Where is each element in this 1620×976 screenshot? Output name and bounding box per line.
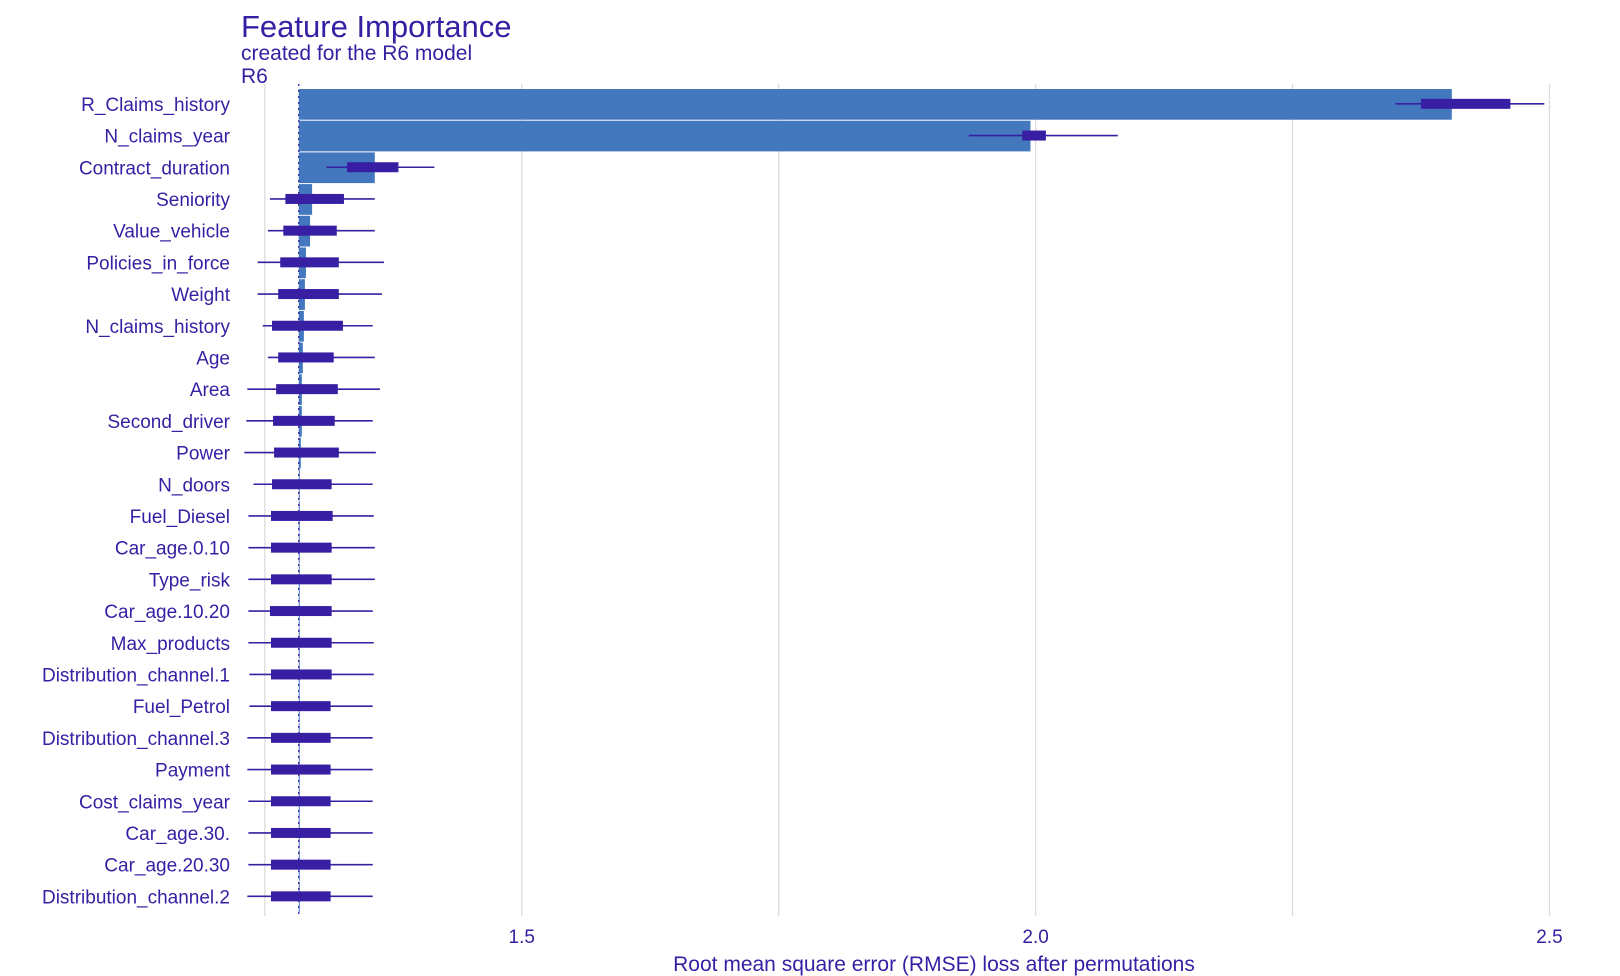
box-N_claims_history [272,320,343,331]
feature-label-Fuel_Petrol: Fuel_Petrol [133,697,230,718]
box-R_Claims_history [1420,98,1511,109]
boxplot-Policies_in_force [257,257,385,268]
boxplot-Payment [247,764,373,775]
box-Distribution_channel.2 [270,891,331,902]
boxplot-Second_driver [246,415,373,426]
boxplot-N_doors [253,479,373,490]
boxplot-Max_products [248,637,374,648]
feature-labels: R_Claims_history N_claims_year Contract_du… [42,95,231,908]
box-Second_driver [273,415,335,426]
boxplot-Car_age.0.10 [248,542,375,553]
box-Value_vehicle [283,225,337,236]
chart-subtitle: created for the R6 model [241,42,472,65]
box-N_claims_year [1022,130,1046,141]
feature-label-Area: Area [190,380,231,401]
boxplot-Type_risk [248,574,375,585]
bar-N_claims_year [298,120,1031,152]
feature-label-Policies_in_force: Policies_in_force [86,253,230,274]
box-Fuel_Petrol [270,701,331,712]
box-Weight [278,289,339,300]
chart-title: Feature Importance [241,9,512,44]
boxplot-Car_age.10.20 [248,606,373,617]
feature-label-R_Claims_history: R_Claims_history [81,95,230,116]
feature-label-Max_products: Max_products [111,634,230,655]
feature-label-Car_age.20.30: Car_age.20.30 [104,856,230,877]
boxplot-Distribution_channel.2 [247,891,373,902]
x-axis-label: Root mean square error (RMSE) loss after… [673,953,1195,976]
x-axis-ticks: 1.5 2.0 2.5 [509,927,1563,948]
feature-label-Fuel_Diesel: Fuel_Diesel [130,507,230,528]
box-Fuel_Diesel [270,510,333,521]
boxplot-Fuel_Diesel [248,510,374,521]
feature-label-Weight: Weight [171,285,231,306]
boxplot-N_claims_year [968,130,1118,141]
boxplot-Value_vehicle [267,225,375,236]
feature-label-N_claims_year: N_claims_year [104,127,230,148]
boxplot-Cost_claims_year [248,796,373,807]
feature-label-N_claims_history: N_claims_history [85,317,230,338]
box-Age [278,352,334,363]
grid-lines [264,84,1551,916]
feature-label-Contract_duration: Contract_duration [79,158,230,179]
feature-label-Age: Age [196,348,230,369]
box-Policies_in_force [280,257,339,268]
model-label: R6 [241,65,268,88]
box-Car_age.0.10 [270,542,332,553]
boxplot-Power [244,447,376,458]
box-Car_age.10.20 [269,606,332,617]
feature-label-N_doors: N_doors [158,475,230,496]
box-Cost_claims_year [270,796,331,807]
boxplot-Area [247,384,380,395]
box-Area [276,384,338,395]
feature-label-Second_driver: Second_driver [107,412,230,433]
box-Car_age.20.30 [270,859,331,870]
box-Type_risk [270,574,332,585]
box-Distribution_channel.1 [270,669,332,680]
feature-label-Car_age.0.10: Car_age.0.10 [115,539,230,560]
boxplot-Fuel_Petrol [249,701,373,712]
feature-label-Type_risk: Type_risk [149,570,231,591]
boxplot-Seniority [269,193,375,204]
feature-label-Car_age.30.: Car_age.30. [125,824,230,845]
box-Car_age.30. [270,827,331,838]
boxplot-N_claims_history [262,320,373,331]
boxplot-R_Claims_history [1395,98,1545,109]
feature-label-Value_vehicle: Value_vehicle [113,222,230,243]
x-tick-2.0: 2.0 [1022,927,1048,948]
boxplot-Car_age.30. [248,827,373,838]
feature-label-Cost_claims_year: Cost_claims_year [79,792,231,813]
boxplot-Age [267,352,375,363]
box-Power [274,447,339,458]
box-Distribution_channel.3 [270,732,331,743]
bars [298,89,1452,913]
box-Payment [270,764,331,775]
boxplot-Car_age.20.30 [248,859,373,870]
feature-label-Payment: Payment [155,761,231,782]
feature-label-Seniority: Seniority [156,190,230,211]
boxplot-Contract_duration [326,162,435,173]
box-N_doors [272,479,332,490]
feature-label-Distribution_channel.1: Distribution_channel.1 [42,665,230,686]
boxplots [244,98,1545,902]
boxplot-Distribution_channel.1 [249,669,374,680]
bar-R_Claims_history [298,89,1452,120]
x-tick-2.5: 2.5 [1536,927,1562,948]
box-Max_products [270,637,332,648]
feature-label-Power: Power [176,444,231,465]
box-Contract_duration [347,162,399,173]
feature-label-Distribution_channel.3: Distribution_channel.3 [42,729,230,750]
boxplot-Weight [257,289,382,300]
feature-label-Car_age.10.20: Car_age.10.20 [104,602,230,623]
boxplot-Distribution_channel.3 [247,732,373,743]
box-Seniority [285,193,344,204]
x-tick-1.5: 1.5 [509,927,535,948]
feature-label-Distribution_channel.2: Distribution_channel.2 [42,887,230,908]
